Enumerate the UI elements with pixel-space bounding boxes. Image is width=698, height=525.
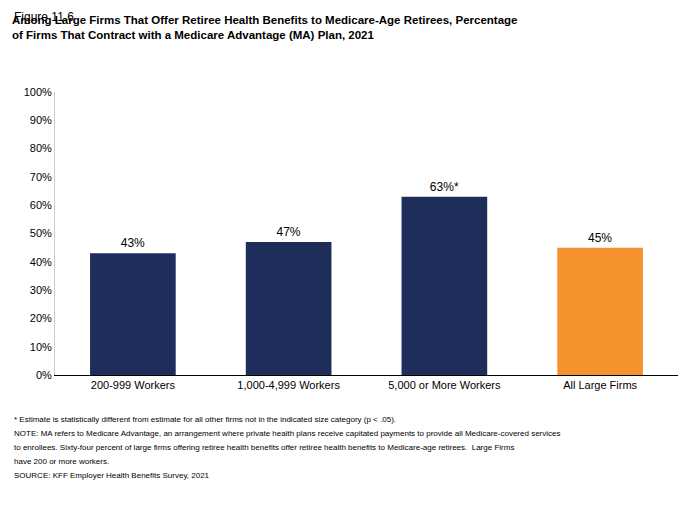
svg-text:0%: 0% bbox=[36, 369, 52, 381]
svg-text:* Estimate is statistically di: * Estimate is statistically different fr… bbox=[14, 415, 396, 424]
svg-text:have 200 or more workers.: have 200 or more workers. bbox=[14, 457, 109, 466]
svg-text:30%: 30% bbox=[30, 284, 52, 296]
svg-text:63%*: 63%* bbox=[430, 180, 459, 194]
svg-text:5,000 or More Workers: 5,000 or More Workers bbox=[388, 379, 501, 391]
svg-text:60%: 60% bbox=[30, 199, 52, 211]
svg-text:NOTE: MA refers to Medicare Ad: NOTE: MA refers to Medicare Advantage, a… bbox=[14, 429, 561, 438]
svg-text:100%: 100% bbox=[24, 86, 52, 98]
svg-text:20%: 20% bbox=[30, 312, 52, 324]
svg-text:All Large Firms: All Large Firms bbox=[563, 379, 637, 391]
svg-text:Among Large Firms That Offer R: Among Large Firms That Offer Retiree Hea… bbox=[12, 14, 518, 41]
svg-text:1,000-4,999 Workers: 1,000-4,999 Workers bbox=[237, 379, 340, 391]
svg-text:40%: 40% bbox=[30, 256, 52, 268]
svg-text:10%: 10% bbox=[30, 341, 52, 353]
svg-text:200-999 Workers: 200-999 Workers bbox=[91, 379, 176, 391]
svg-text:43%: 43% bbox=[121, 236, 145, 250]
svg-text:80%: 80% bbox=[30, 142, 52, 154]
svg-text:Figure 11.6: Figure 11.6 bbox=[14, 10, 74, 24]
svg-text:45%: 45% bbox=[588, 231, 612, 245]
svg-text:50%: 50% bbox=[30, 227, 52, 239]
svg-text:47%: 47% bbox=[276, 225, 300, 239]
svg-text:90%: 90% bbox=[30, 114, 52, 126]
svg-text:to enrollees. Sixty-four perce: to enrollees. Sixty-four percent of larg… bbox=[14, 443, 514, 452]
svg-text:SOURCE: KFF Employer Health Be: SOURCE: KFF Employer Health Benefits Sur… bbox=[14, 471, 210, 480]
svg-text:70%: 70% bbox=[30, 171, 52, 183]
